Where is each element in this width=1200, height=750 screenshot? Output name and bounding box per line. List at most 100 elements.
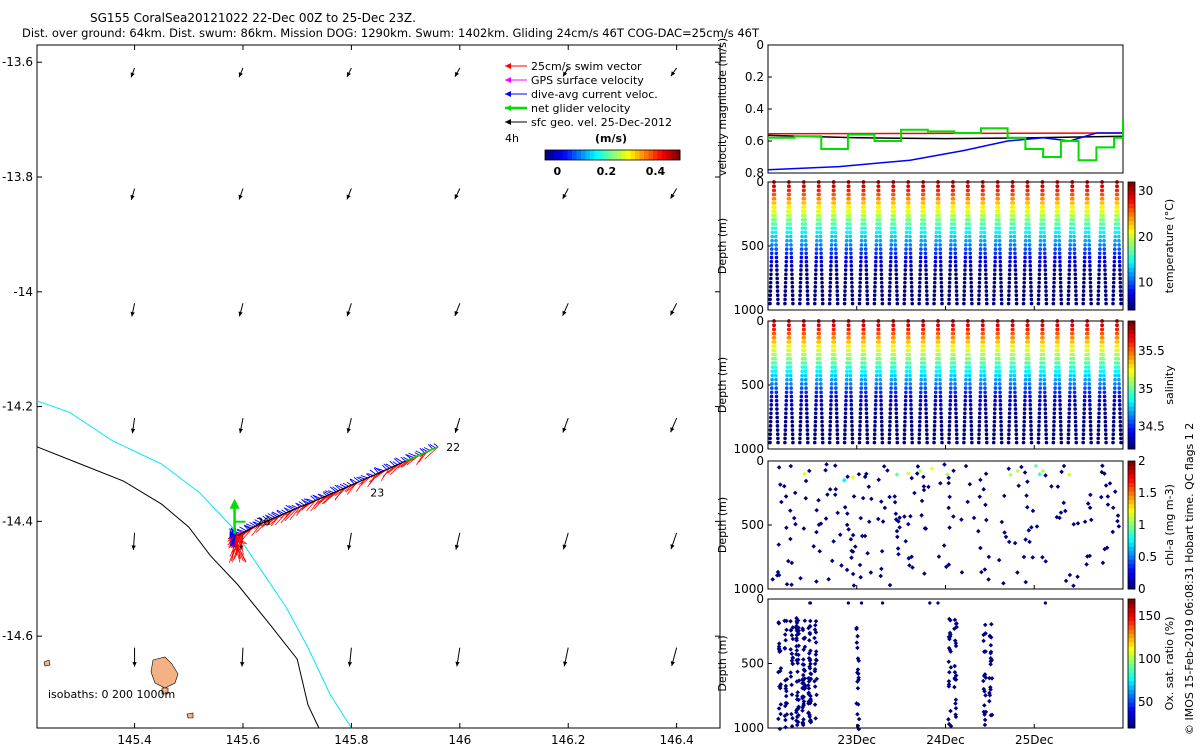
profile-point bbox=[1082, 280, 1086, 285]
chl-point bbox=[914, 471, 920, 476]
profile-point bbox=[1071, 365, 1076, 369]
profile-point bbox=[921, 323, 926, 327]
profile-point bbox=[952, 348, 956, 353]
geo-vector-head bbox=[454, 310, 459, 316]
colorbar-cell bbox=[1128, 363, 1135, 369]
colorbar-cell bbox=[603, 150, 609, 160]
ox-point bbox=[808, 717, 813, 723]
profile-point bbox=[902, 440, 907, 445]
colorbar-cell bbox=[1128, 624, 1135, 630]
geo-vector-head bbox=[130, 428, 136, 434]
profile-point bbox=[783, 428, 788, 432]
y-axis-label: velocity magnitude (m/s) bbox=[716, 38, 729, 176]
profile-point bbox=[893, 226, 897, 230]
profile-point bbox=[888, 272, 893, 277]
dac-vector bbox=[342, 482, 349, 487]
y-tick-label: 0.8 bbox=[745, 166, 764, 180]
profile-point bbox=[833, 226, 837, 230]
profile-point bbox=[962, 440, 966, 445]
profile-point bbox=[1116, 369, 1121, 374]
profile-point bbox=[964, 226, 969, 230]
profile-point bbox=[1116, 217, 1121, 222]
profile-point bbox=[892, 209, 897, 214]
profile-point bbox=[954, 411, 958, 416]
profile-point bbox=[997, 230, 1002, 235]
profile-point bbox=[977, 428, 981, 432]
colorbar-cell bbox=[1128, 654, 1135, 660]
profile-point bbox=[968, 390, 973, 395]
profile-point bbox=[952, 209, 956, 214]
profile-point bbox=[864, 251, 868, 256]
profile-point bbox=[858, 264, 863, 268]
profile-point bbox=[818, 230, 823, 235]
profile-point bbox=[831, 319, 836, 323]
profile-point bbox=[953, 251, 958, 256]
profile-point bbox=[813, 432, 817, 437]
chl-point bbox=[909, 475, 914, 481]
profile-point bbox=[932, 285, 937, 289]
chl-point bbox=[1030, 555, 1035, 560]
profile-point bbox=[992, 428, 996, 432]
profile-point bbox=[910, 297, 914, 302]
profile-point bbox=[1023, 234, 1028, 239]
chl-point bbox=[1006, 466, 1012, 472]
profile-point bbox=[923, 247, 928, 251]
profile-point bbox=[969, 419, 973, 424]
profile-point bbox=[1025, 188, 1030, 193]
profile-point bbox=[859, 386, 864, 390]
profile-point bbox=[1067, 255, 1072, 260]
profile-point bbox=[1007, 411, 1012, 416]
legend-swatch-head bbox=[505, 77, 511, 83]
colorbar-cell bbox=[1128, 676, 1135, 682]
profile-point bbox=[904, 390, 908, 395]
profile-point bbox=[819, 255, 824, 260]
profile-point bbox=[1101, 230, 1106, 235]
dac-vector bbox=[313, 495, 319, 500]
profile-point bbox=[787, 340, 792, 344]
colorbar-cell bbox=[1128, 280, 1135, 285]
profile-point bbox=[964, 234, 968, 239]
profile-point bbox=[864, 407, 869, 411]
profile-point bbox=[918, 276, 922, 281]
profile-point bbox=[966, 323, 970, 327]
profile-point bbox=[848, 226, 852, 230]
profile-point bbox=[996, 331, 1000, 336]
profile-point bbox=[845, 365, 849, 369]
profile-point bbox=[932, 424, 937, 428]
profile-point bbox=[940, 301, 944, 306]
island-small-1 bbox=[43, 659, 51, 667]
profile-point bbox=[1085, 188, 1090, 193]
profile-point bbox=[981, 192, 985, 197]
profile-point bbox=[814, 251, 819, 256]
profile-point bbox=[1012, 243, 1017, 247]
profile-point bbox=[843, 411, 848, 416]
profile-point bbox=[933, 259, 938, 264]
profile-point bbox=[844, 377, 849, 382]
profile-point bbox=[857, 293, 862, 298]
profile-point bbox=[892, 348, 897, 353]
profile-point bbox=[967, 356, 971, 361]
profile-point bbox=[934, 373, 939, 378]
profile-point bbox=[803, 377, 808, 382]
profile-point bbox=[1116, 361, 1121, 365]
profile-point bbox=[1008, 382, 1013, 386]
profile-point bbox=[1097, 268, 1101, 272]
profile-point bbox=[1024, 226, 1028, 230]
profile-point bbox=[1059, 301, 1064, 306]
profile-point bbox=[1013, 251, 1017, 256]
profile-point bbox=[1067, 272, 1072, 277]
profile-point bbox=[773, 356, 778, 361]
profile-point bbox=[863, 222, 867, 226]
profile-point bbox=[873, 276, 878, 281]
chl-point bbox=[881, 464, 887, 469]
chl-point bbox=[902, 514, 907, 519]
profile-point bbox=[770, 382, 774, 386]
profile-point bbox=[977, 285, 982, 289]
swim-vector bbox=[389, 462, 404, 475]
colorbar-cell bbox=[1128, 546, 1135, 552]
profile-point bbox=[984, 411, 988, 416]
profile-point bbox=[984, 424, 989, 428]
profile-point bbox=[814, 403, 818, 407]
profile-point bbox=[843, 289, 847, 293]
profile-point bbox=[1013, 390, 1017, 395]
